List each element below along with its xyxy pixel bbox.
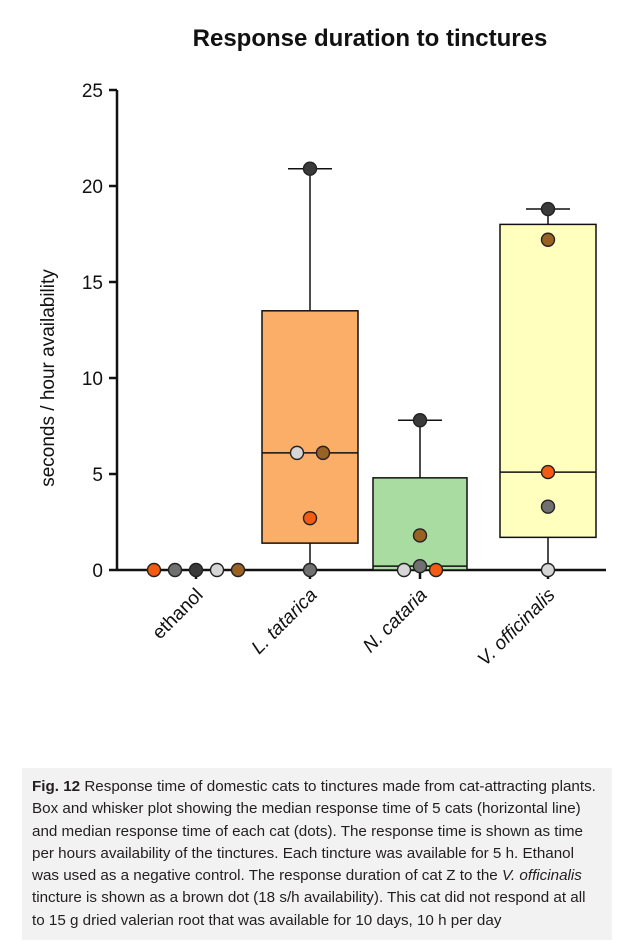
y-tick-label: 15 bbox=[82, 273, 103, 294]
data-point-light-grey bbox=[209, 562, 225, 578]
data-point-black bbox=[188, 562, 204, 578]
data-point-brown bbox=[315, 445, 331, 461]
figure-caption: Fig. 12 Response time of domestic cats t… bbox=[22, 768, 612, 941]
y-axis-label: seconds / hour availability bbox=[38, 269, 59, 487]
data-point-brown bbox=[230, 562, 246, 578]
caption-italic-species: V. officinalis bbox=[501, 867, 582, 885]
box-1 bbox=[261, 310, 359, 544]
caption-text-2: tincture is shown as a brown dot (18 s/h… bbox=[32, 889, 586, 929]
data-point-black bbox=[540, 201, 556, 217]
box-2 bbox=[372, 477, 468, 571]
caption-text-1: Response time of domestic cats to tinctu… bbox=[32, 778, 596, 885]
data-point-light-grey bbox=[540, 562, 556, 578]
data-point-brown bbox=[540, 232, 556, 247]
y-tick-label: 5 bbox=[92, 465, 103, 486]
data-point-grey bbox=[412, 558, 428, 574]
x-tick-label: L. tatarica bbox=[248, 585, 322, 659]
data-point-light-grey bbox=[396, 562, 412, 578]
y-tick-label: 20 bbox=[82, 177, 103, 198]
data-point-orange bbox=[146, 562, 162, 578]
data-point-grey bbox=[540, 499, 556, 514]
data-point-orange bbox=[302, 510, 318, 526]
data-point-brown bbox=[412, 528, 428, 543]
data-point-black bbox=[302, 161, 318, 176]
data-point-orange bbox=[540, 464, 556, 480]
x-tick-label: V. officinalis bbox=[474, 584, 560, 670]
x-tick-label: ethanol bbox=[149, 585, 208, 644]
data-point-grey bbox=[302, 562, 318, 578]
data-point-orange bbox=[428, 562, 444, 578]
y-tick-label: 0 bbox=[92, 561, 103, 582]
data-point-light-grey bbox=[289, 445, 305, 461]
data-point-black bbox=[412, 413, 428, 428]
plot-area: 0 5 10 15 20 25 ethanol L. tatarica N. cataria V.… bbox=[82, 81, 606, 670]
box-3 bbox=[499, 223, 597, 539]
chart: Response duration to tinctures seconds /… bbox=[38, 25, 606, 670]
y-tick-label: 10 bbox=[82, 369, 103, 390]
caption-label: Fig. 12 bbox=[32, 778, 81, 795]
x-tick-label: N. cataria bbox=[359, 585, 431, 657]
chart-title: Response duration to tinctures bbox=[193, 25, 548, 52]
data-point-grey bbox=[167, 562, 183, 578]
y-tick-label: 25 bbox=[82, 81, 103, 102]
